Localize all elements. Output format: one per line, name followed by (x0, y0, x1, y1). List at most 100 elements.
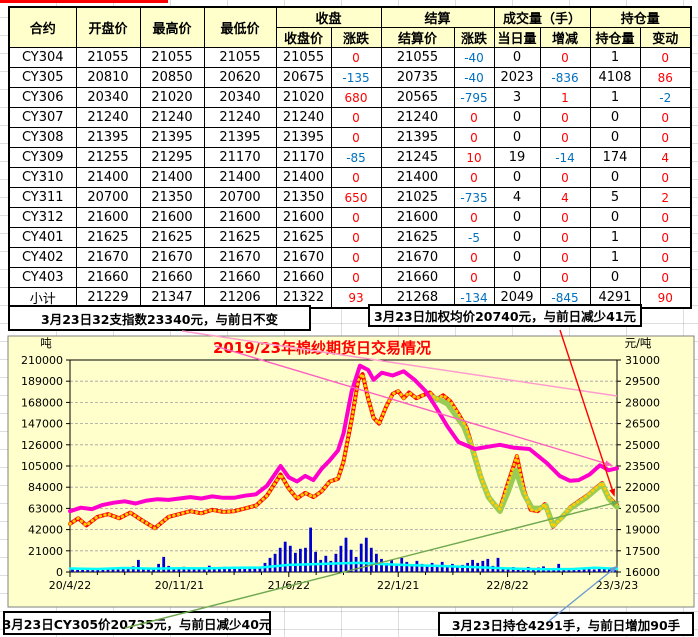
value-cell[interactable]: 21350 (139, 187, 205, 208)
value-cell[interactable]: 0 (589, 267, 641, 288)
value-cell[interactable]: 4291 (589, 287, 641, 309)
value-cell[interactable]: 20340 (203, 87, 277, 108)
contract-cell[interactable]: CY306 (8, 87, 77, 108)
volume-bars (147, 568, 150, 572)
value-cell[interactable]: 21170 (275, 147, 332, 168)
value-cell[interactable]: 0 (539, 267, 591, 288)
col-header-contract[interactable]: 合约 (8, 6, 77, 48)
value-cell[interactable]: 21670 (275, 247, 332, 268)
volume-bars (319, 559, 323, 572)
value-cell[interactable]: 0 (493, 267, 541, 288)
value-cell[interactable]: 0 (330, 267, 382, 288)
value-cell[interactable]: 21350 (275, 187, 332, 208)
value-cell[interactable]: 20620 (203, 67, 277, 88)
value-cell[interactable]: 21245 (380, 147, 455, 168)
group-header-close[interactable]: 收盘 (275, 6, 382, 28)
value-cell[interactable]: 21660 (139, 267, 205, 288)
volume-bars (137, 559, 140, 572)
value-cell[interactable]: 21400 (139, 167, 205, 188)
value-cell[interactable]: 0 (639, 267, 692, 288)
volume-bars (172, 567, 176, 572)
contract-cell[interactable]: CY403 (8, 267, 77, 288)
value-cell[interactable]: 650 (330, 187, 382, 208)
value-cell[interactable]: 0 (453, 267, 495, 288)
volume-bars (602, 567, 606, 572)
table-row: CY310 21400 21400 21400 21400 0 21400 0 0 0 0 0 (8, 167, 692, 188)
volume-bars (304, 547, 307, 572)
value-cell[interactable]: 2023 (493, 67, 541, 88)
value-cell[interactable]: 21206 (203, 287, 277, 309)
value-cell[interactable]: 90 (639, 287, 692, 309)
contract-cell[interactable]: CY401 (8, 227, 77, 248)
volume-bars (501, 567, 505, 572)
value-cell[interactable]: 21400 (75, 167, 141, 188)
volume-bars (435, 564, 439, 572)
left-axis-tick-label: 63000 (28, 502, 63, 515)
right-axis-tick-label: 17500 (625, 545, 660, 558)
volume-bars (121, 568, 125, 572)
value-cell[interactable]: 21625 (139, 227, 205, 248)
futures-quotes-table[interactable]: 合约 开盘价 最高价 最低价 收盘 结算 成交量（手） 持仓量 收盘价 涨跌 结… (8, 6, 692, 309)
value-cell[interactable]: 21660 (203, 267, 277, 288)
col-header-high[interactable]: 最高价 (139, 6, 205, 48)
value-cell[interactable]: 21055 (275, 47, 332, 68)
value-cell[interactable]: 21400 (203, 167, 277, 188)
value-cell[interactable]: 20735 (380, 67, 455, 88)
index-note-box[interactable]: 3月23日32支指数23340元，与前日不变 (8, 305, 311, 331)
value-cell[interactable]: 21055 (380, 47, 455, 68)
contract-cell[interactable]: CY310 (8, 167, 77, 188)
value-cell[interactable]: 20565 (380, 87, 455, 108)
col-header-oi[interactable]: 持仓量 (589, 27, 641, 48)
value-cell[interactable]: 10 (453, 147, 495, 168)
value-cell[interactable]: -14 (539, 147, 591, 168)
cy305-note-box[interactable]: 3月23日CY305价20735元，与前日减少40元 (3, 611, 271, 635)
value-cell[interactable]: 21020 (275, 87, 332, 108)
value-cell[interactable]: 21395 (275, 127, 332, 148)
value-cell[interactable]: 21240 (380, 107, 455, 128)
value-cell[interactable]: 21395 (75, 127, 141, 148)
value-cell[interactable]: -836 (539, 67, 591, 88)
value-cell[interactable]: 21600 (203, 207, 277, 228)
value-cell[interactable]: 21240 (75, 107, 141, 128)
value-cell[interactable]: 21322 (275, 287, 332, 309)
group-header-openint[interactable]: 持仓量 (589, 6, 692, 28)
value-cell[interactable]: -795 (453, 87, 495, 108)
table-row: CY402 21670 21670 21670 21670 0 21670 0 0 0 1 0 (8, 247, 692, 268)
value-cell[interactable]: -845 (539, 287, 591, 309)
value-cell[interactable]: 21600 (275, 207, 332, 228)
value-cell[interactable]: 21255 (75, 147, 141, 168)
value-cell[interactable]: 174 (589, 147, 641, 168)
value-cell[interactable]: 0 (639, 47, 692, 68)
contract-cell[interactable]: CY402 (8, 247, 77, 268)
volume-bars (567, 569, 571, 572)
table-row: 小计 21229 21347 21206 21322 93 21268 -134 2049 -84… (8, 287, 692, 309)
group-header-volume[interactable]: 成交量（手） (493, 6, 591, 28)
col-header-low[interactable]: 最低价 (203, 6, 277, 48)
value-cell[interactable]: 20700 (203, 187, 277, 208)
value-cell[interactable]: 21660 (275, 267, 332, 288)
col-header-volume-chg[interactable]: 增减 (539, 27, 591, 48)
col-header-oi-chg[interactable]: 变动 (639, 27, 692, 48)
right-axis-tick-label: 29500 (625, 375, 660, 388)
volume-bars (592, 569, 596, 572)
col-header-settle-price[interactable]: 结算价 (380, 27, 455, 48)
value-cell[interactable]: 21670 (139, 247, 205, 268)
value-cell[interactable]: 21020 (139, 87, 205, 108)
value-cell[interactable]: 21625 (380, 227, 455, 248)
volume-bars (126, 569, 130, 572)
avg-price-note-box[interactable]: 3月23日加权均价20740元，与前日减少41元 (368, 304, 642, 327)
value-cell[interactable]: 21660 (75, 267, 141, 288)
value-cell[interactable]: 21660 (380, 267, 455, 288)
left-axis-unit-label: 吨 (40, 336, 52, 350)
volume-bars (212, 568, 216, 572)
volume-bars (91, 568, 95, 572)
contract-cell[interactable]: CY305 (8, 67, 77, 88)
oi-note-box[interactable]: 3月23日持仓4291手，与前日增加90手 (438, 612, 694, 636)
contract-cell[interactable]: CY308 (8, 127, 77, 148)
left-axis-tick-label: 0 (56, 566, 63, 579)
value-cell[interactable]: 20810 (75, 67, 141, 88)
value-cell[interactable]: 19 (493, 147, 541, 168)
col-header-day-volume[interactable]: 当日量 (493, 27, 541, 48)
value-cell[interactable]: 21055 (75, 47, 141, 68)
